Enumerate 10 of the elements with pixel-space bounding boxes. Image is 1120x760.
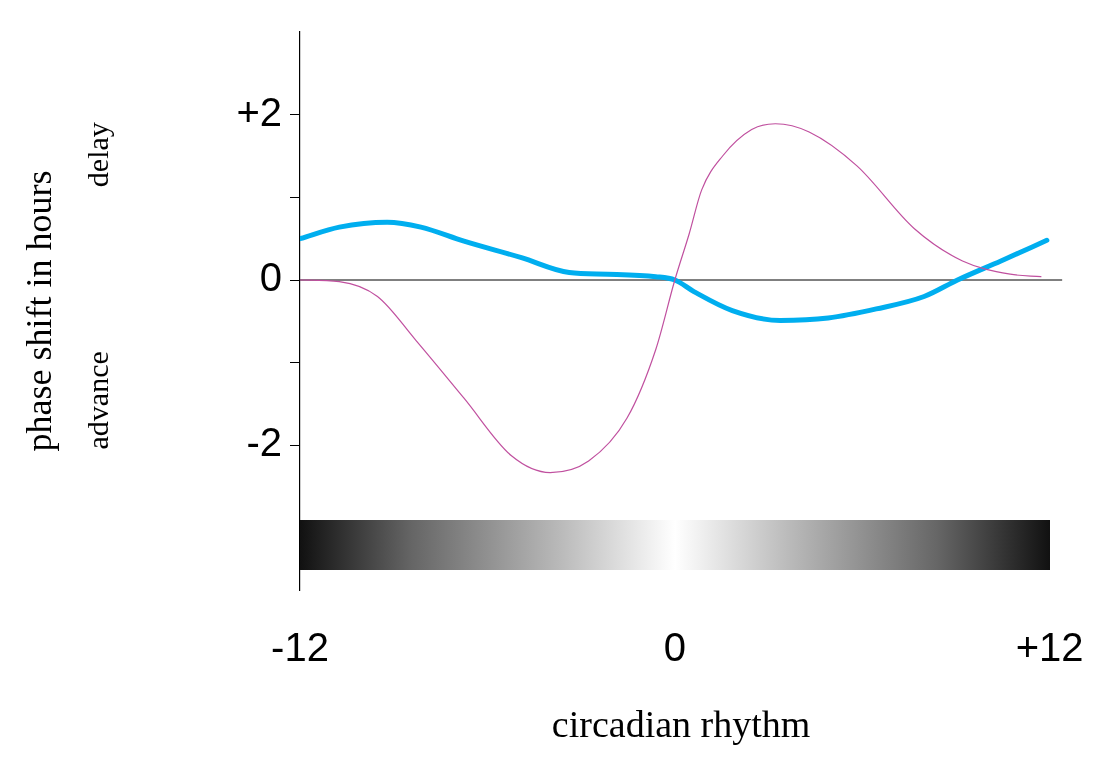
y-tick-label: +2 xyxy=(236,89,282,134)
y-tick-label: -2 xyxy=(246,420,282,465)
text: advance xyxy=(80,351,114,450)
text: delay xyxy=(80,122,114,188)
x-tick-label: +12 xyxy=(1015,625,1084,670)
x-tick-label: 0 xyxy=(663,625,686,670)
y-axis-title: phase shift in hours xyxy=(19,170,60,452)
x-axis-title: circadian rhythm xyxy=(551,703,811,746)
y-tick-label: 0 xyxy=(259,255,282,300)
x-tick-label: -12 xyxy=(271,625,329,670)
